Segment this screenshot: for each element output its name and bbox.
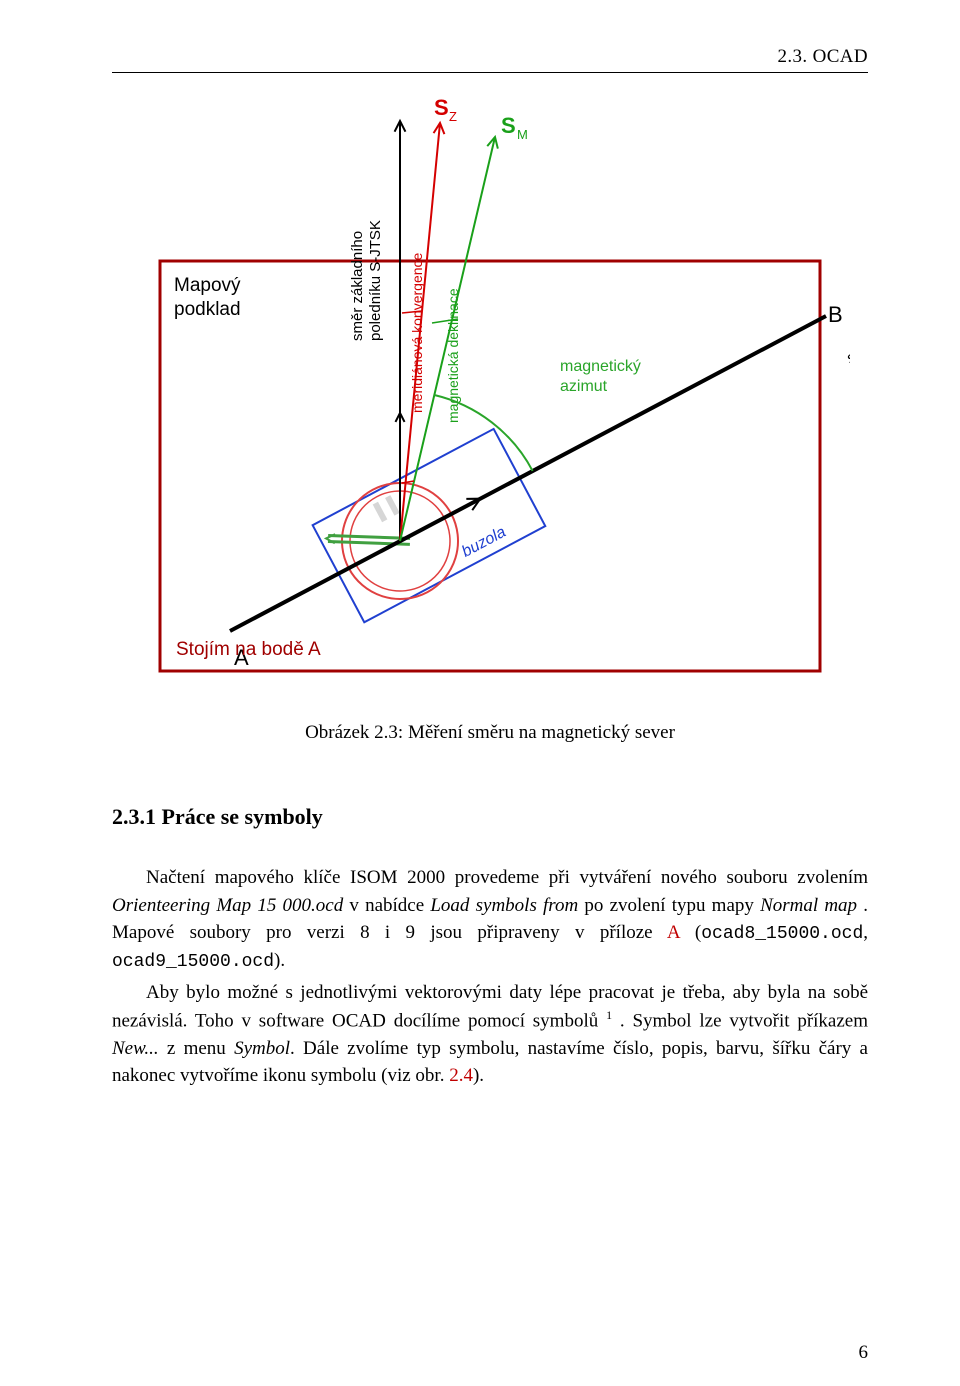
svg-text:magnetický: magnetický xyxy=(560,358,641,375)
figure-caption: Obrázek 2.3: Měření směru na magnetický … xyxy=(112,722,868,744)
p1-tt2: ocad9_15000.ocd xyxy=(112,952,274,972)
p1-em1: Orienteering Map 15 000.ocd xyxy=(112,895,343,916)
p2-end: ). xyxy=(473,1065,484,1086)
page-header: 2.3. OCAD xyxy=(112,46,868,73)
figure-svg: buzolaBsměr nabod BSZSMsměr základníhopo… xyxy=(130,91,850,691)
svg-text:meridiánová konvergence: meridiánová konvergence xyxy=(409,252,425,413)
p1-em3: Normal map xyxy=(760,895,857,916)
svg-text:Z: Z xyxy=(449,109,457,124)
p2-link-fig[interactable]: 2.4 xyxy=(449,1065,473,1086)
p1-link-appendix[interactable]: A xyxy=(667,922,680,943)
svg-text:směr na: směr na xyxy=(844,325,850,367)
svg-text:poledníku S-JTSK: poledníku S-JTSK xyxy=(367,220,384,341)
svg-text:Stojím na bodě A: Stojím na bodě A xyxy=(176,639,321,660)
svg-text:M: M xyxy=(517,127,528,142)
p1-end: ). xyxy=(274,950,285,971)
paragraph-2: Aby bylo možné s jednotlivými vektorovým… xyxy=(112,979,868,1090)
p2-mid2: z menu xyxy=(159,1038,234,1059)
p1-text: Načtení mapového klíče ISOM 2000 provede… xyxy=(146,867,868,888)
p1-mid5: , xyxy=(863,922,868,943)
p2-em2: Symbol xyxy=(234,1038,290,1059)
svg-text:azimut: azimut xyxy=(560,378,608,395)
svg-text:B: B xyxy=(828,302,843,327)
svg-text:směr základního: směr základního xyxy=(349,231,366,341)
p1-tt1: ocad8_15000.ocd xyxy=(701,924,863,944)
svg-text:S: S xyxy=(501,113,516,138)
section-title: 2.3.1 Práce se symboly xyxy=(112,804,868,830)
svg-text:Mapový: Mapový xyxy=(174,275,241,296)
svg-text:buzola: buzola xyxy=(459,524,509,561)
p2-em1: New... xyxy=(112,1038,159,1059)
page: 2.3. OCAD buzolaBsměr nabod BSZSMsměr zá… xyxy=(0,0,960,1386)
p2-mid1: . Symbol lze vytvořit příkazem xyxy=(612,1010,868,1031)
svg-text:S: S xyxy=(434,95,449,120)
svg-text:podklad: podklad xyxy=(174,299,241,320)
figure-2-3: buzolaBsměr nabod BSZSMsměr základníhopo… xyxy=(112,91,868,744)
page-number: 6 xyxy=(859,1342,869,1364)
p1-mid1: v nabídce xyxy=(349,895,430,916)
paragraph-1: Načtení mapového klíče ISOM 2000 provede… xyxy=(112,864,868,975)
p1-em2: Load symbols from xyxy=(430,895,578,916)
p1-mid2: po zvolení typu mapy xyxy=(584,895,760,916)
